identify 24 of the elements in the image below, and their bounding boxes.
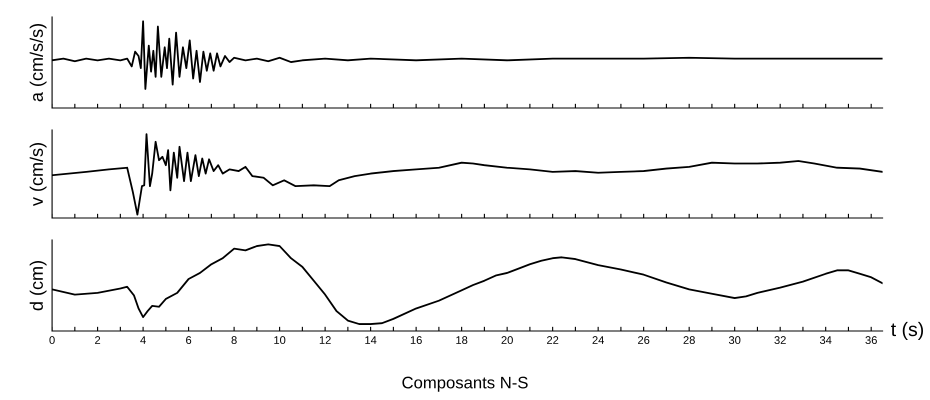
x-tick-label: 4 — [140, 336, 146, 344]
x-tick-label: 0 — [49, 336, 55, 344]
x-tick-label: 30 — [728, 336, 740, 344]
x-tick-label: 2 — [95, 336, 100, 344]
x-tick-label: 28 — [684, 336, 695, 344]
x-tick-label: 16 — [410, 336, 422, 344]
y-axis-title: v (cm/s) — [30, 143, 47, 206]
x-axis-title: t (s) — [891, 322, 924, 340]
x-tick-label: 26 — [638, 336, 650, 344]
x-tick-label: 34 — [820, 336, 832, 344]
x-tick-label: 32 — [774, 336, 786, 344]
x-tick-label: 20 — [502, 336, 513, 344]
x-tick-label: 18 — [456, 336, 468, 344]
x-tick-label: 10 — [274, 336, 286, 344]
x-tick-label: 6 — [186, 336, 192, 344]
x-tick-label: 24 — [592, 336, 604, 344]
x-tick-label: 8 — [232, 336, 237, 344]
x-tick-label: 12 — [320, 336, 331, 344]
y-axis-title: d (cm) — [30, 261, 47, 310]
y-axis-title: a (cm/s/s) — [30, 24, 47, 102]
x-tick-label: 22 — [547, 336, 558, 344]
text: Composants N-S — [402, 376, 528, 392]
x-tick-label: 36 — [865, 336, 877, 344]
x-tick-label: 14 — [365, 336, 376, 344]
